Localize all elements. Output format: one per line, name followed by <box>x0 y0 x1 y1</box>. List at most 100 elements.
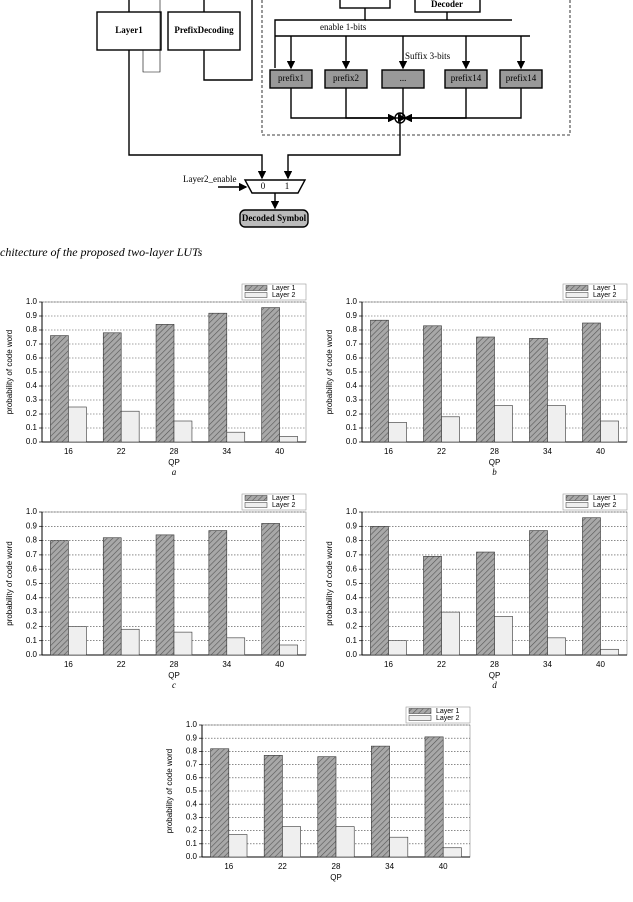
bar <box>261 523 280 656</box>
y-tick-label: 0.4 <box>346 381 358 390</box>
bar <box>441 611 460 656</box>
x-tick-label: 28 <box>490 660 499 669</box>
bar <box>50 540 69 656</box>
y-tick-label: 0.2 <box>26 409 38 418</box>
bar <box>335 826 355 858</box>
bar <box>155 324 175 443</box>
x-tick-label: 16 <box>64 660 73 669</box>
prefix-label: prefix14 <box>451 73 482 83</box>
prefix-label: prefix14 <box>506 73 537 83</box>
legend-label: Layer 1 <box>593 285 616 292</box>
layer2-region <box>261 0 571 136</box>
bar <box>476 336 495 443</box>
mux-input: 0 <box>261 181 266 191</box>
legend-label: Layer 1 <box>272 285 295 292</box>
bar <box>50 335 69 443</box>
y-tick-label: 0.3 <box>186 813 198 822</box>
bar <box>423 556 442 656</box>
wire <box>203 0 253 81</box>
x-tick-label: 22 <box>117 447 126 456</box>
x-tick-label: 28 <box>490 447 499 456</box>
bar <box>582 517 601 656</box>
y-tick-label: 0.9 <box>26 521 38 530</box>
bar <box>529 338 548 443</box>
x-tick-label: 28 <box>332 862 341 871</box>
legend-swatch <box>244 502 268 508</box>
bar <box>173 420 193 443</box>
y-tick-label: 1.0 <box>346 297 358 306</box>
x-tick-label: 16 <box>64 447 73 456</box>
bar <box>208 312 228 443</box>
x-tick-label: 34 <box>543 660 552 669</box>
legend-swatch <box>565 292 589 298</box>
layer1-label: Layer1 <box>115 25 143 35</box>
x-tick-label: 40 <box>275 660 284 669</box>
y-tick-label: 0.5 <box>186 786 198 795</box>
bar <box>389 836 409 858</box>
bar <box>226 431 246 443</box>
y-tick-label: 0.0 <box>346 650 358 659</box>
y-tick-label: 0.3 <box>346 395 358 404</box>
x-tick-label: 22 <box>437 447 446 456</box>
x-axis-title: QP <box>489 671 501 680</box>
y-tick-label: 0.4 <box>186 799 198 808</box>
prefix-label: prefix1 <box>278 73 304 83</box>
bar <box>279 644 298 656</box>
wire <box>142 0 161 73</box>
bar <box>228 834 248 858</box>
y-tick-label: 0.4 <box>26 593 38 602</box>
x-tick-label: 40 <box>275 447 284 456</box>
y-tick-label: 0.6 <box>346 564 358 573</box>
bar <box>442 847 462 858</box>
sublabel: d <box>492 680 497 690</box>
y-tick-label: 0.6 <box>186 773 198 782</box>
y-tick-label: 0.8 <box>26 325 38 334</box>
wire <box>283 123 401 180</box>
sublabel: a <box>172 467 177 477</box>
y-tick-label: 0.3 <box>26 395 38 404</box>
legend-swatch <box>408 708 432 714</box>
y-tick-label: 0.0 <box>26 650 38 659</box>
y-tick-label: 0.2 <box>186 826 198 835</box>
prefix-decoding-label: PrefixDecoding <box>174 25 234 35</box>
bar <box>261 307 280 443</box>
y-tick-label: 0.4 <box>346 593 358 602</box>
bar <box>102 537 122 656</box>
x-tick-label: 40 <box>596 447 605 456</box>
x-tick-label: 34 <box>222 447 231 456</box>
wire <box>403 88 522 123</box>
y-tick-label: 0.7 <box>186 760 198 769</box>
bar <box>263 755 283 858</box>
y-tick-label: 0.7 <box>346 550 358 559</box>
architecture-diagram: Layer1 PrefixDecoding Decoder enable 1-b… <box>96 0 571 228</box>
prefix-label: prefix2 <box>333 73 359 83</box>
y-tick-label: 1.0 <box>26 297 38 306</box>
bar <box>68 406 87 443</box>
bar <box>494 405 513 443</box>
y-tick-label: 0.9 <box>346 311 358 320</box>
bar <box>547 405 566 443</box>
y-tick-label: 1.0 <box>346 507 358 516</box>
bar <box>102 332 122 443</box>
y-tick-label: 0.8 <box>346 536 358 545</box>
y-tick-label: 0.1 <box>26 636 38 645</box>
y-tick-label: 0.9 <box>26 311 38 320</box>
y-axis-title: probability of code word <box>5 541 14 626</box>
y-axis-title: probability of code word <box>5 330 14 415</box>
sublabel: b <box>492 467 497 477</box>
y-tick-label: 0.8 <box>186 747 198 756</box>
legend-swatch <box>565 495 589 501</box>
y-tick-label: 0.4 <box>26 381 38 390</box>
y-tick-label: 0.5 <box>346 579 358 588</box>
bar <box>494 616 513 656</box>
bar <box>600 420 619 443</box>
legend-label: Layer 2 <box>272 292 295 299</box>
y-tick-label: 0.1 <box>346 636 358 645</box>
bar <box>120 628 140 656</box>
x-tick-label: 16 <box>384 660 393 669</box>
legend-label: Layer 1 <box>593 495 616 502</box>
y-tick-label: 1.0 <box>26 507 38 516</box>
y-tick-label: 0.5 <box>346 367 358 376</box>
bar <box>388 422 407 443</box>
y-tick-label: 0.2 <box>346 409 358 418</box>
